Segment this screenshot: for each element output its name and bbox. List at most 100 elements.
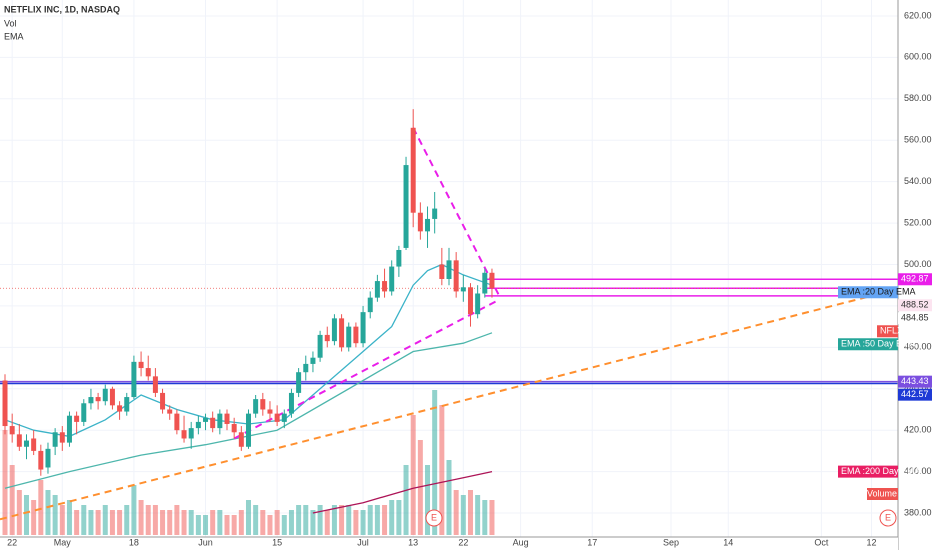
candle-body bbox=[210, 417, 216, 429]
earnings-marker[interactable] bbox=[879, 509, 897, 527]
volume-bar bbox=[260, 510, 266, 535]
candle-body bbox=[446, 260, 452, 279]
candle-body bbox=[288, 392, 294, 414]
indicator-name: EMA bbox=[4, 31, 24, 41]
earnings-marker[interactable] bbox=[425, 509, 443, 527]
price-label-box bbox=[838, 465, 898, 478]
y-tick-label: 620.00 bbox=[904, 10, 932, 20]
x-tick-label: 15 bbox=[272, 537, 282, 547]
candle-body bbox=[410, 127, 416, 213]
candle-body bbox=[432, 208, 438, 219]
price-label-box bbox=[898, 388, 932, 401]
x-tick-label: Jun bbox=[198, 537, 213, 547]
volume-bar bbox=[74, 510, 80, 535]
volume-bar bbox=[288, 510, 294, 535]
candle-body bbox=[339, 318, 345, 348]
candle-body bbox=[59, 432, 65, 443]
volume-bar bbox=[475, 495, 481, 535]
candle-body bbox=[152, 376, 158, 393]
x-tick-label: 12 bbox=[866, 537, 876, 547]
volume-bar bbox=[296, 505, 302, 535]
earnings-marker-label: E bbox=[885, 512, 891, 522]
candle-body bbox=[138, 361, 144, 369]
volume-bar bbox=[425, 465, 431, 535]
volume-bar bbox=[467, 490, 473, 535]
volume-bar bbox=[95, 510, 101, 535]
y-tick-label: 440.00 bbox=[904, 383, 932, 393]
x-tick-label: Aug bbox=[513, 537, 529, 547]
price-label-box bbox=[898, 312, 932, 325]
volume-bar bbox=[267, 515, 273, 535]
candle-body bbox=[324, 334, 330, 342]
y-tick-label: 560.00 bbox=[904, 135, 932, 145]
volume-bar bbox=[281, 515, 287, 535]
volume-bar bbox=[59, 505, 65, 535]
volume-bar bbox=[417, 440, 423, 535]
candle-body bbox=[482, 272, 488, 294]
candle-body bbox=[475, 293, 481, 315]
y-tick-label: 500.00 bbox=[904, 259, 932, 269]
y-tick-label: 520.00 bbox=[904, 217, 932, 227]
candle-body bbox=[331, 318, 337, 342]
price-label-box bbox=[877, 325, 898, 338]
ema-line bbox=[312, 470, 493, 514]
candle-body bbox=[88, 397, 94, 404]
price-label: EMA :20 Day EMA bbox=[841, 287, 916, 297]
volume-bar bbox=[16, 490, 22, 535]
candle-body bbox=[2, 380, 8, 427]
trendline bbox=[0, 288, 897, 521]
candle-body bbox=[231, 423, 237, 433]
chart-title: NETFLIX INC, 1D, NASDAQ bbox=[4, 4, 120, 14]
candle-body bbox=[117, 405, 123, 412]
volume-layer bbox=[2, 390, 495, 535]
volume-bar bbox=[432, 390, 438, 535]
candle-body bbox=[102, 388, 108, 402]
candle-body bbox=[281, 413, 287, 422]
volume-bar bbox=[489, 500, 495, 535]
candle-body bbox=[181, 430, 187, 439]
candle-body bbox=[16, 434, 22, 447]
candle-body bbox=[81, 403, 87, 422]
candle-body bbox=[23, 440, 29, 447]
x-tick-label: 22 bbox=[458, 537, 468, 547]
candle-body bbox=[74, 415, 80, 422]
candle-body bbox=[346, 326, 352, 348]
candle-body bbox=[353, 326, 359, 344]
volume-bar bbox=[224, 515, 230, 535]
candle-body bbox=[389, 266, 395, 292]
volume-bar bbox=[238, 510, 244, 535]
candle-body bbox=[253, 399, 259, 414]
volume-bar bbox=[2, 430, 8, 535]
volume-bar bbox=[389, 500, 395, 535]
candle-body bbox=[260, 399, 266, 410]
candle-body bbox=[124, 397, 130, 412]
volume-bar bbox=[124, 505, 130, 535]
volume-bar bbox=[346, 505, 352, 535]
candle-body bbox=[238, 432, 244, 447]
volume-bar bbox=[339, 505, 345, 535]
volume-bar bbox=[81, 505, 87, 535]
candle-body bbox=[38, 450, 44, 470]
volume-bar bbox=[131, 485, 137, 535]
candle-body bbox=[460, 287, 466, 292]
x-tick-label: 13 bbox=[408, 537, 418, 547]
candle-body bbox=[310, 357, 316, 364]
volume-bar bbox=[360, 510, 366, 535]
candle-body bbox=[367, 297, 373, 313]
candle-body bbox=[174, 413, 180, 431]
price-label: EMA :200 Day EMA bbox=[841, 466, 921, 476]
candle-body bbox=[52, 432, 58, 447]
candle-body bbox=[224, 413, 230, 424]
volume-bar bbox=[217, 510, 223, 535]
x-tick-label: 22 bbox=[7, 537, 17, 547]
candle-body bbox=[160, 392, 166, 410]
volume-bar bbox=[403, 465, 409, 535]
x-tick-label: Jul bbox=[357, 537, 369, 547]
volume-bar bbox=[210, 510, 216, 535]
volume-bar bbox=[23, 495, 29, 535]
candle-body bbox=[382, 281, 388, 292]
volume-label-box bbox=[867, 488, 898, 500]
volume-bar bbox=[38, 480, 44, 535]
volume-bar bbox=[203, 515, 209, 535]
